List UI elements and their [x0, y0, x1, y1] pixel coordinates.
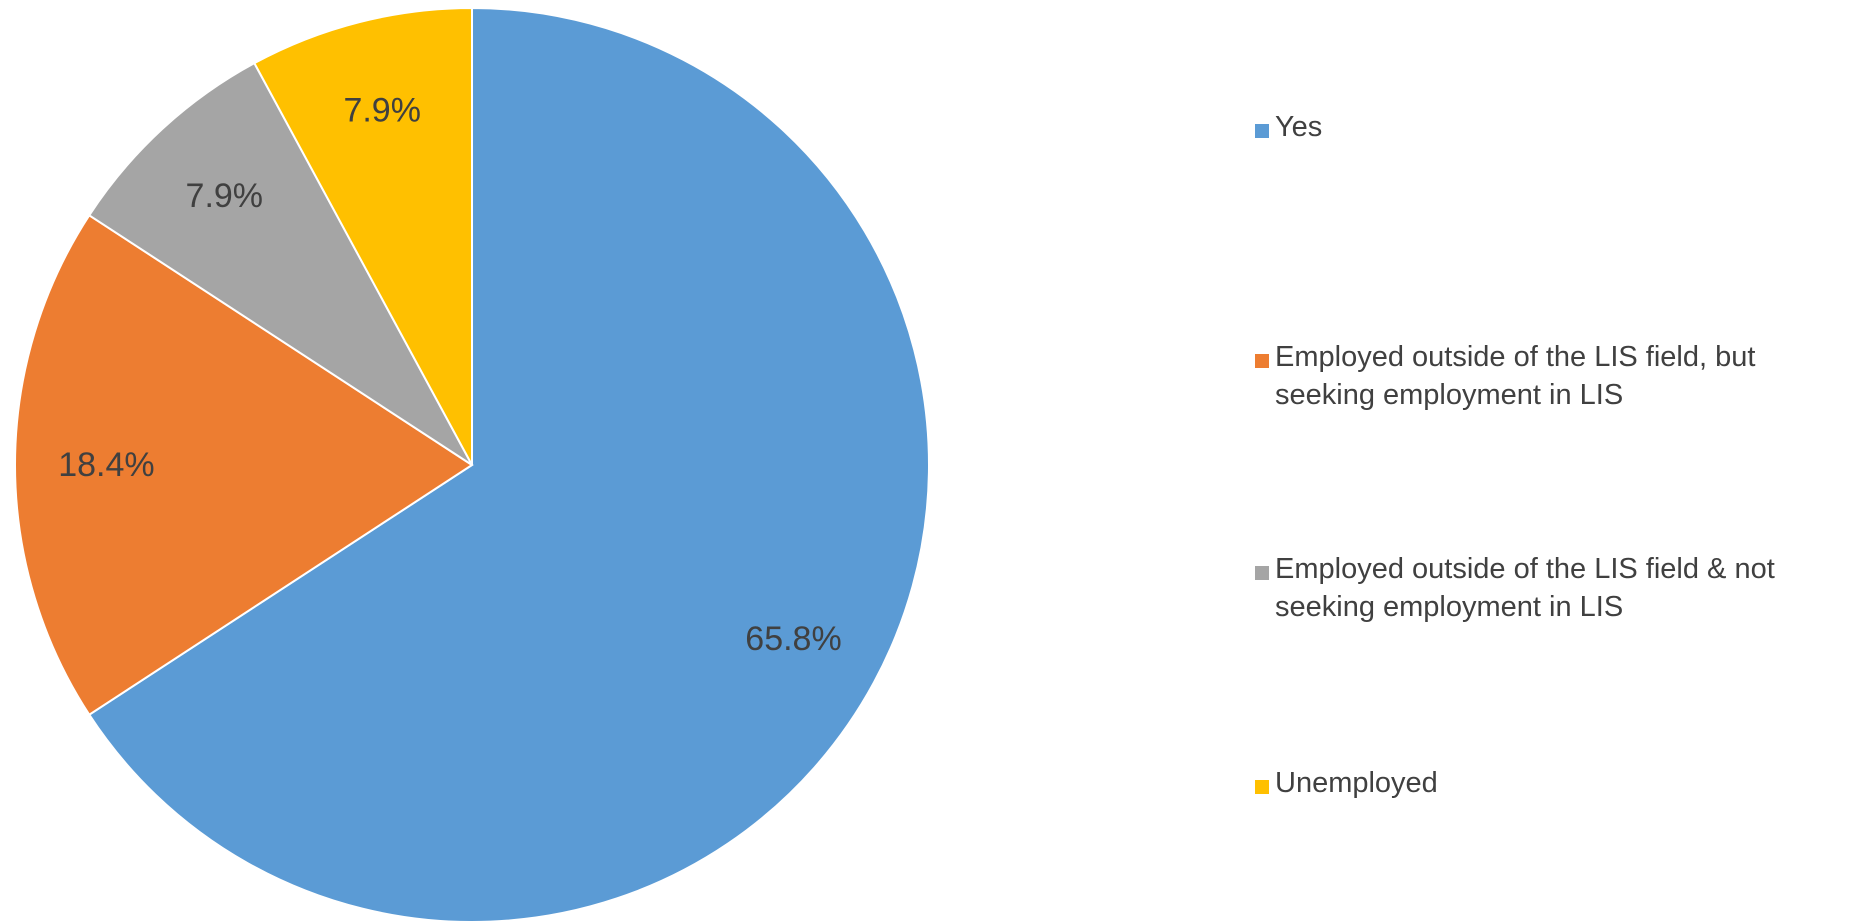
data-label-1: 65.8%	[745, 620, 841, 658]
legend-swatch-yes	[1255, 124, 1269, 138]
pie-slice-1	[87, 6, 930, 923]
legend-item-yes: Yes	[1255, 108, 1855, 146]
legend-item-employed-outside-seeking: Employed outside of the LIS field, but s…	[1255, 338, 1855, 414]
legend-label-employed-outside-seeking: Employed outside of the LIS field, but s…	[1275, 341, 1756, 411]
pie-slices	[14, 6, 930, 923]
legend-label-unemployed: Unemployed	[1275, 767, 1438, 799]
legend-item-employed-outside-not-seeking: Employed outside of the LIS field & not …	[1255, 550, 1855, 626]
data-label-4: 7.9%	[343, 92, 421, 130]
legend-swatch-employed-outside-not-seeking	[1255, 566, 1269, 580]
legend-item-unemployed: Unemployed	[1255, 764, 1855, 802]
legend-label-yes: Yes	[1275, 111, 1323, 143]
pie-slice-3	[87, 61, 473, 466]
pie-slice-4	[253, 6, 473, 466]
legend-label-employed-outside-not-seeking: Employed outside of the LIS field & not …	[1275, 553, 1775, 623]
legend-swatch-unemployed	[1255, 780, 1269, 794]
data-label-2: 18.4%	[58, 446, 154, 484]
pie-data-labels: 65.8% 18.4% 7.9% 7.9%	[58, 92, 842, 658]
data-label-3: 7.9%	[186, 177, 264, 215]
pie-plot-area: 65.8% 18.4% 7.9% 7.9%	[14, 6, 930, 923]
legend-swatch-employed-outside-seeking	[1255, 354, 1269, 368]
pie-slice-2	[14, 213, 474, 717]
